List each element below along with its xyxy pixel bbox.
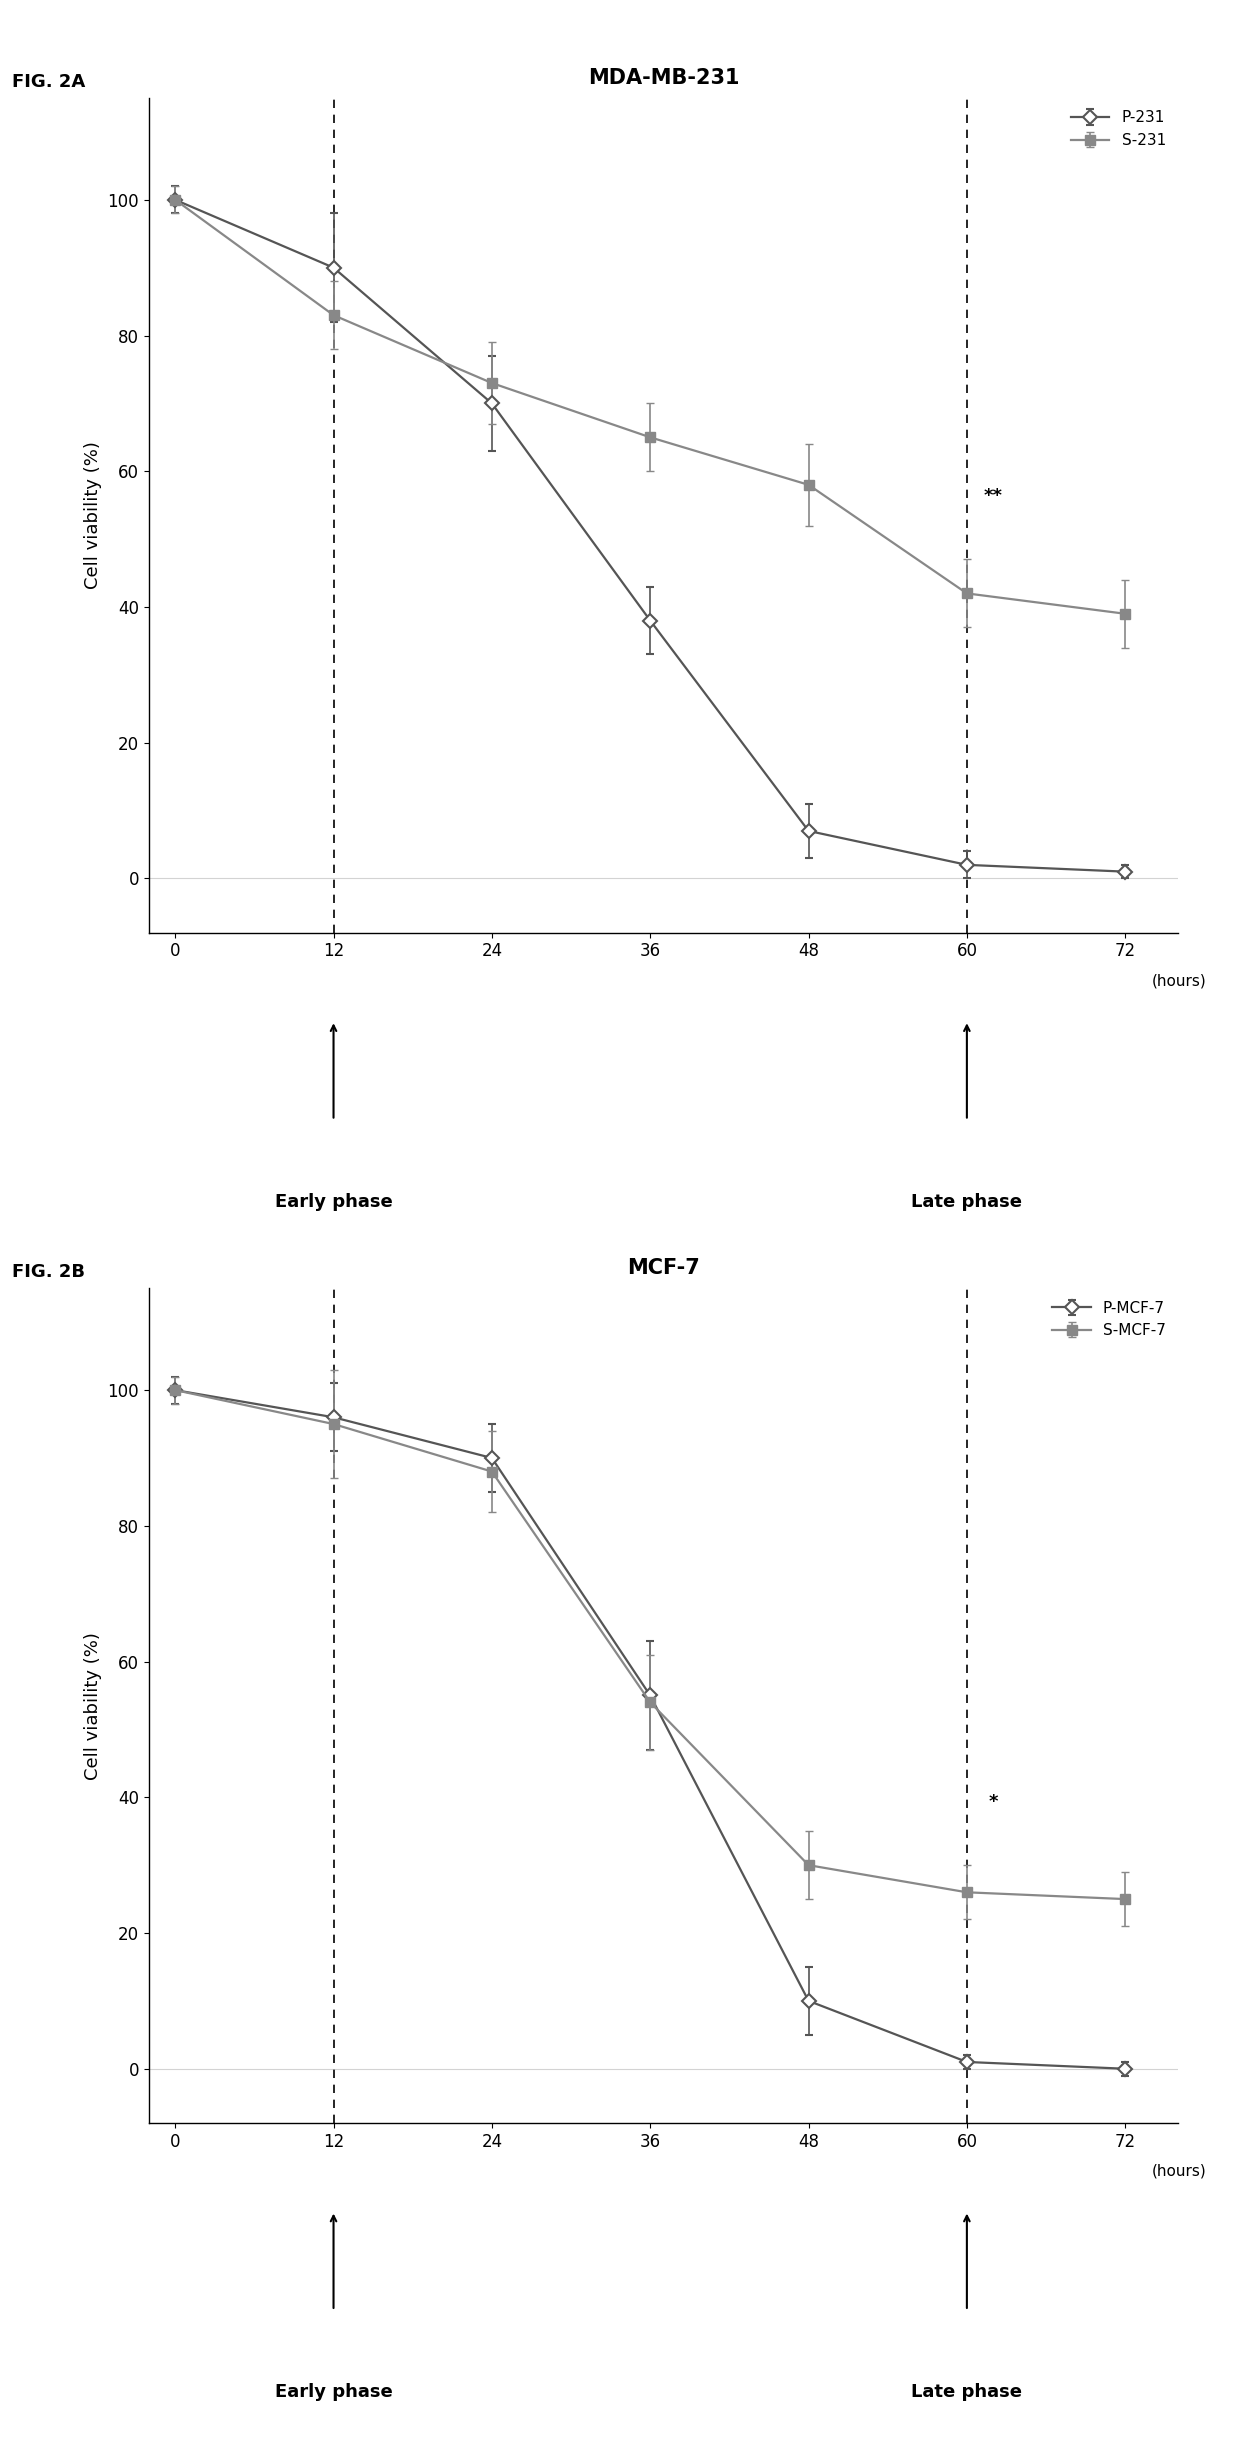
Text: (hours): (hours) <box>1152 973 1207 987</box>
Title: MDA-MB-231: MDA-MB-231 <box>588 69 739 88</box>
Text: Early phase: Early phase <box>274 2384 392 2401</box>
Text: Early phase: Early phase <box>274 1193 392 1210</box>
Text: *: * <box>988 1793 998 1811</box>
Legend: P-231, S-231: P-231, S-231 <box>1066 105 1171 152</box>
Text: FIG. 2B: FIG. 2B <box>12 1262 86 1281</box>
Text: Late phase: Late phase <box>911 1193 1023 1210</box>
Title: MCF-7: MCF-7 <box>627 1259 699 1279</box>
Text: **: ** <box>983 488 1003 505</box>
Text: Late phase: Late phase <box>911 2384 1023 2401</box>
Text: FIG. 2A: FIG. 2A <box>12 74 86 91</box>
Legend: P-MCF-7, S-MCF-7: P-MCF-7, S-MCF-7 <box>1048 1296 1171 1343</box>
Y-axis label: Cell viability (%): Cell viability (%) <box>84 1632 102 1779</box>
Y-axis label: Cell viability (%): Cell viability (%) <box>84 441 102 590</box>
Text: (hours): (hours) <box>1152 2163 1207 2178</box>
